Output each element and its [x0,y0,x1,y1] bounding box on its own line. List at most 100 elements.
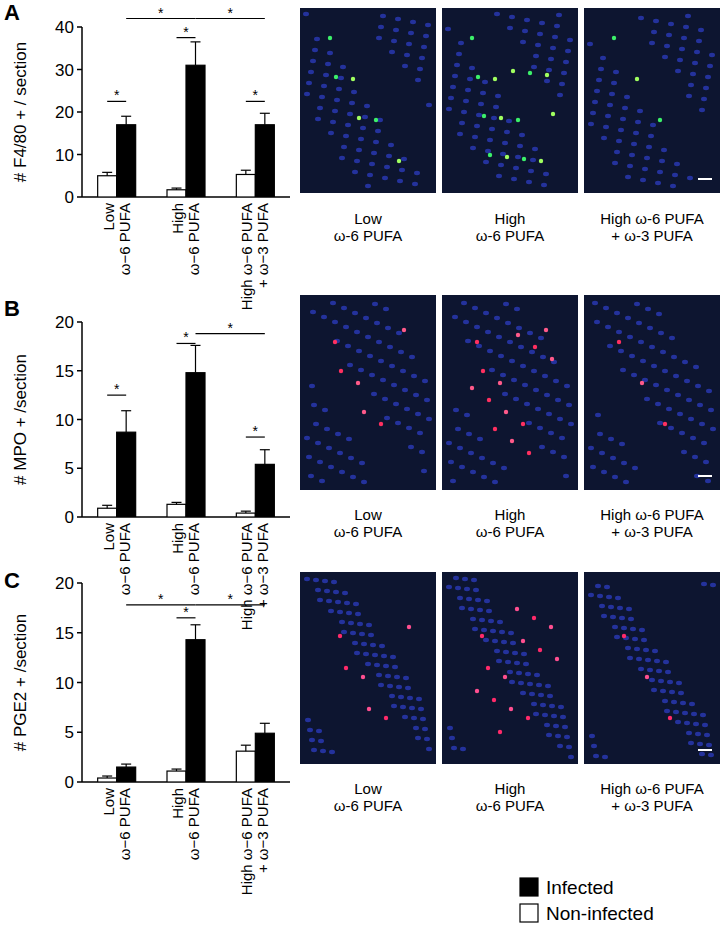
nucleus [625,175,631,179]
error-bar [191,42,201,65]
nucleus [643,648,649,652]
nucleus [354,159,360,163]
nucleus [448,96,454,100]
stain [488,153,492,157]
nucleus [529,692,535,696]
error-bar [191,625,201,640]
nucleus [680,701,686,705]
nucleus [526,180,532,184]
nucleus [396,685,402,689]
nucleus [531,65,537,69]
nucleus [594,320,600,324]
nucleus [607,344,613,348]
nucleus [612,161,618,165]
nucleus [391,383,397,387]
nucleus [554,24,560,28]
nucleus [596,78,602,82]
label-line: + ω−3 PUFA [254,203,271,288]
caption-line: High [495,506,526,523]
nucleus [343,325,349,329]
nucleus [493,105,499,109]
panel: A# F4/80 + / section010203040Lowω−6 PUFA… [4,0,720,310]
nucleus [684,379,690,383]
x-tick-label: Lowω−6 PUFA [100,523,133,595]
nucleus [649,41,655,45]
nucleus [351,90,357,94]
nucleus [627,656,633,660]
y-axis [81,27,83,197]
nucleus [412,182,418,186]
nucleus [308,474,314,478]
nucleus [385,674,391,678]
nucleus [336,87,342,91]
stain [545,73,549,77]
nucleus [367,354,373,358]
nucleus [621,461,627,465]
micrograph [300,572,436,764]
nucleus [457,596,463,600]
label-line: ω−6 PUFA [116,203,133,275]
nucleus [622,106,628,110]
nucleus [515,155,521,159]
bar [186,373,205,517]
nucleus [702,723,708,727]
nucleus [413,726,419,730]
error-cap [191,345,201,346]
nucleus [657,170,663,174]
nucleus [549,704,555,708]
label-line: High [169,523,186,554]
caption-line: Low [354,506,382,523]
stain [527,451,531,455]
nucleus [371,392,377,396]
nucleus [651,688,657,692]
nucleus [456,52,462,56]
error-line [195,345,196,372]
error-cap [191,41,201,42]
nucleus [533,388,539,392]
nucleus [693,365,699,369]
nucleus [403,676,409,680]
nucleus [479,618,485,622]
x-tick-label: High ω−6 PUFA+ ω−3 PUFA [238,788,271,895]
nucleus [614,311,620,315]
caption-line: High ω-6 PUFA [600,506,703,523]
nucleus [542,713,548,717]
stain [480,634,484,638]
label-line: Low [100,523,117,551]
nucleus [548,57,554,61]
nucleus [557,417,563,421]
nucleus [664,388,670,392]
nucleus [535,407,541,411]
nucleus [418,707,424,711]
nucleus [339,470,345,474]
nucleus [588,122,594,126]
nucleus [352,641,358,645]
nucleus [540,703,546,707]
y-tick-label: 15 [55,624,74,643]
nucleus [477,608,483,612]
nucleus [671,700,677,704]
nucleus [395,421,401,425]
label-line: High ω−6 PUFA [238,788,255,895]
error-line [195,625,196,640]
x-tick-label: High ω−6 PUFA+ ω−3 PUFA [238,523,271,630]
y-tick-label: 0 [65,508,74,527]
nucleus [679,47,685,51]
micrograph [300,8,436,193]
nucleus [459,606,465,610]
nucleus [658,331,664,335]
nucleus [610,615,616,619]
stain [549,625,553,629]
error-line [195,42,196,65]
nucleus [601,470,607,474]
error-line [245,745,246,751]
nucleus [367,173,373,177]
nucleus [529,350,535,354]
nucleus [453,576,459,580]
figure: A# F4/80 + / section010203040Lowω−6 PUFA… [0,0,724,936]
nucleus [341,145,347,149]
nucleus [446,585,452,589]
error-bar [241,511,251,513]
nucleus [593,754,599,758]
nucleus [601,136,607,140]
